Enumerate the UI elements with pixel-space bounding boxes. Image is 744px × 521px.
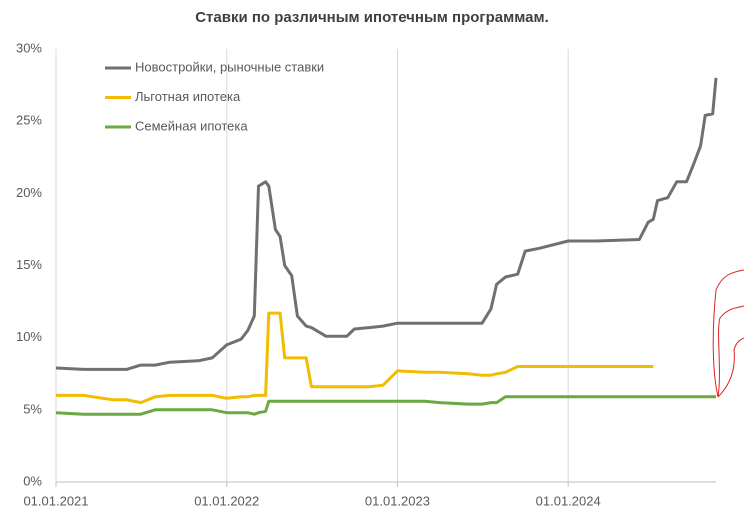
y-tick-label: 0% [23,473,42,488]
series-line [55,77,718,371]
x-tick-label: 01.01.2021 [23,493,88,508]
y-tick-label: 30% [16,40,42,55]
y-tick-label: 10% [16,329,42,344]
legend-label: Семейная ипотека [135,118,248,133]
chart-title: Ставки по различным ипотечным программам… [195,9,549,26]
x-tick-label: 01.01.2022 [194,493,259,508]
x-tick-label: 01.01.2024 [536,493,601,508]
legend-label: Новостройки, рыночные ставки [135,59,324,74]
series-line [55,395,716,416]
y-tick-label: 5% [23,401,42,416]
x-tick-label: 01.01.2023 [365,493,430,508]
legend-label: Льготная ипотека [135,89,241,104]
handwritten-annotation [712,269,744,398]
y-tick-label: 25% [16,113,42,128]
series-line [56,311,654,405]
y-tick-label: 20% [16,185,42,200]
y-tick-label: 15% [16,257,42,272]
